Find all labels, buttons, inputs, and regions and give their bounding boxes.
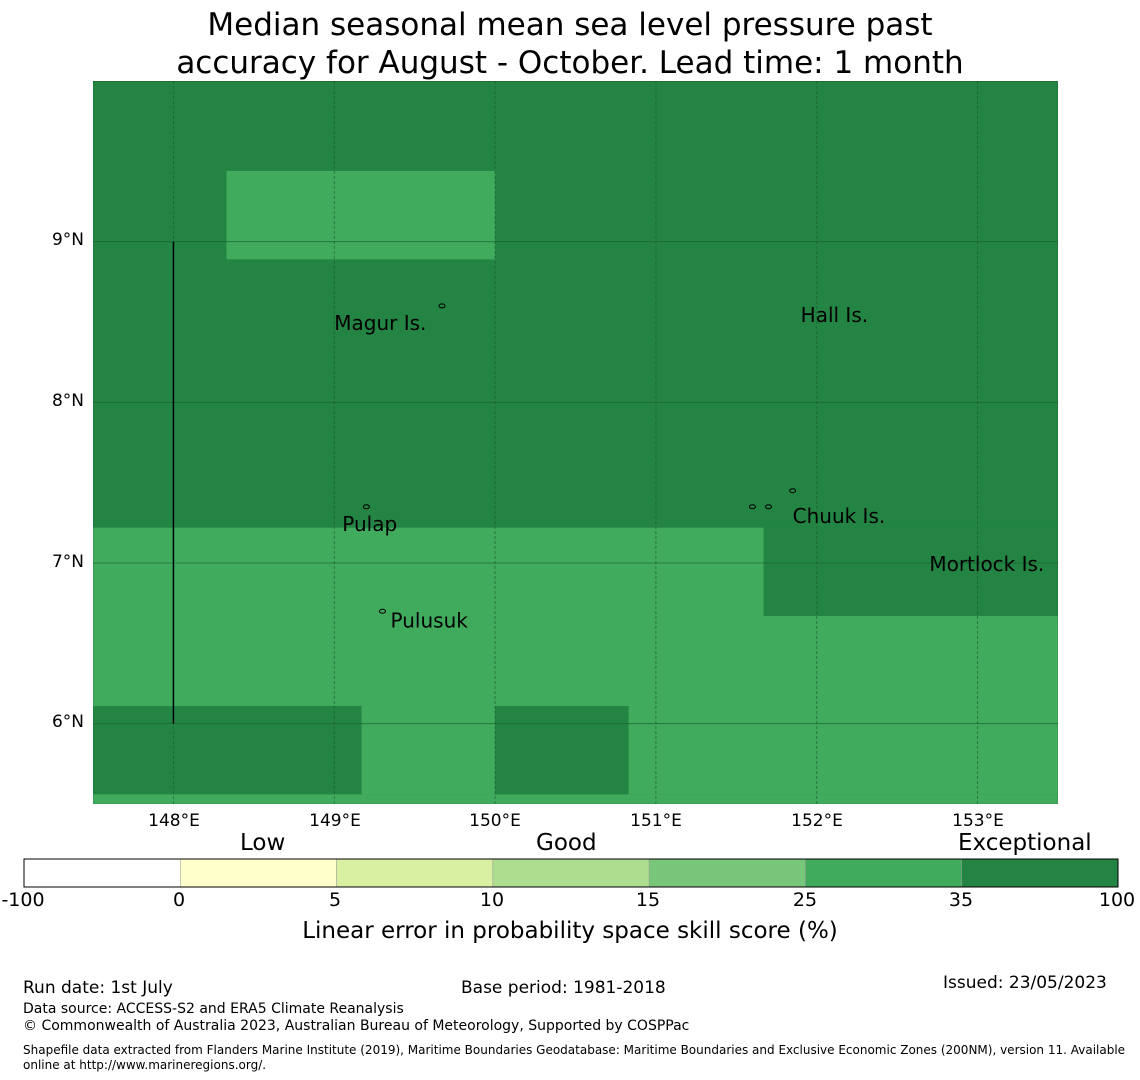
lon-tick-148e: 148°E [148, 811, 200, 831]
place-label: Mortlock Is. [929, 552, 1044, 576]
colorbar-segment [180, 858, 337, 888]
colorbar-label: Linear error in probability space skill … [302, 918, 838, 944]
category-low: Low [240, 830, 286, 856]
colorbar-tick: 35 [948, 889, 974, 911]
skill-cell [495, 705, 629, 795]
lon-tick-153e: 153°E [952, 811, 1004, 831]
place-label: Pulusuk [391, 608, 469, 632]
category-exceptional: Exceptional [958, 830, 1092, 856]
colorbar-tick: -100 [1, 889, 45, 911]
colorbar-segment [961, 858, 1119, 888]
colorbar-segment [492, 858, 650, 888]
colorbar-tick: 100 [1098, 889, 1136, 911]
lat-tick-7n: 7°N [51, 552, 84, 572]
island-outline [789, 488, 797, 494]
place-label: Hall Is. [801, 303, 868, 327]
colorbar-frame [23, 858, 1119, 888]
place-label: Chuuk Is. [793, 504, 886, 528]
island-outline [379, 608, 386, 614]
base-period: Base period: 1981-2018 [461, 978, 666, 998]
skill-cell [226, 170, 496, 260]
colorbar [23, 858, 1119, 888]
place-label: Magur Is. [334, 311, 426, 335]
colorbar-tick: 5 [328, 889, 342, 911]
map-title-line-2: accuracy for August - October. Lead time… [176, 45, 964, 81]
skill-cell [93, 794, 1058, 804]
issued-date: Issued: 23/05/2023 [943, 973, 1107, 993]
colorbar-tick: 10 [479, 889, 505, 911]
colorbar-segment [23, 858, 181, 888]
colorbar-tick: 0 [172, 889, 186, 911]
colorbar-tick: 25 [792, 889, 818, 911]
lat-tick-8n: 8°N [51, 391, 84, 411]
island-outline [362, 504, 370, 510]
lat-tick-6n: 6°N [51, 712, 84, 732]
colorbar-segment [805, 858, 962, 888]
island-outline [765, 504, 772, 510]
colorbar-segment [336, 858, 494, 888]
map-title-line-1: Median seasonal mean sea level pressure … [207, 7, 933, 43]
lat-tick-9n: 9°N [51, 230, 84, 250]
data-source: Data source: ACCESS-S2 and ERA5 Climate … [23, 1001, 404, 1017]
copyright: © Commonwealth of Australia 2023, Austra… [23, 1018, 690, 1034]
skill-cell [763, 527, 1058, 617]
island-outline [438, 303, 446, 309]
run-date: Run date: 1st July [23, 978, 173, 998]
lon-tick-149e: 149°E [309, 811, 361, 831]
skill-score-map: Magur Is. Hall Is. Pulap Chuuk Is. Mortlock … [93, 81, 1058, 804]
category-good: Good [536, 830, 597, 856]
lon-tick-150e: 150°E [469, 811, 521, 831]
shapefile-credit: Shapefile data extracted from Flanders M… [23, 1043, 1126, 1072]
colorbar-segment [648, 858, 806, 888]
island-outline [748, 504, 756, 510]
lon-tick-151e: 151°E [630, 811, 682, 831]
lon-tick-152e: 152°E [791, 811, 843, 831]
colorbar-tick: 15 [635, 889, 661, 911]
skill-cell [361, 705, 496, 795]
place-label: Pulap [342, 512, 397, 536]
skill-cell [628, 616, 1058, 795]
